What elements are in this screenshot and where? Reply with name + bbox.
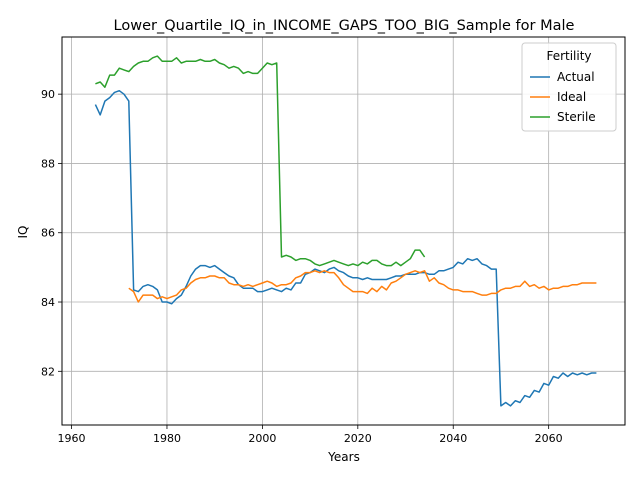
legend: Fertility Actual Ideal Sterile <box>522 43 616 131</box>
y-tick-label: 88 <box>41 157 55 170</box>
chart-title: Lower_Quartile_IQ_in_INCOME_GAPS_TOO_BIG… <box>114 18 575 34</box>
x-tick-label: 2020 <box>344 432 372 445</box>
legend-label-sterile: Sterile <box>557 110 596 124</box>
y-tick-label: 86 <box>41 227 55 240</box>
x-tick-label: 2060 <box>535 432 563 445</box>
legend-label-actual: Actual <box>557 70 595 84</box>
x-tick-label: 2040 <box>439 432 467 445</box>
y-axis-label: IQ <box>16 226 30 239</box>
x-tick-label: 2000 <box>248 432 276 445</box>
legend-label-ideal: Ideal <box>557 90 586 104</box>
y-tick-label: 82 <box>41 365 55 378</box>
y-tick-label: 90 <box>41 88 55 101</box>
legend-title: Fertility <box>546 49 591 63</box>
x-tick-label: 1980 <box>153 432 181 445</box>
y-tick-label: 84 <box>41 296 55 309</box>
x-tick-label: 1960 <box>58 432 86 445</box>
x-axis-label: Years <box>327 450 360 464</box>
